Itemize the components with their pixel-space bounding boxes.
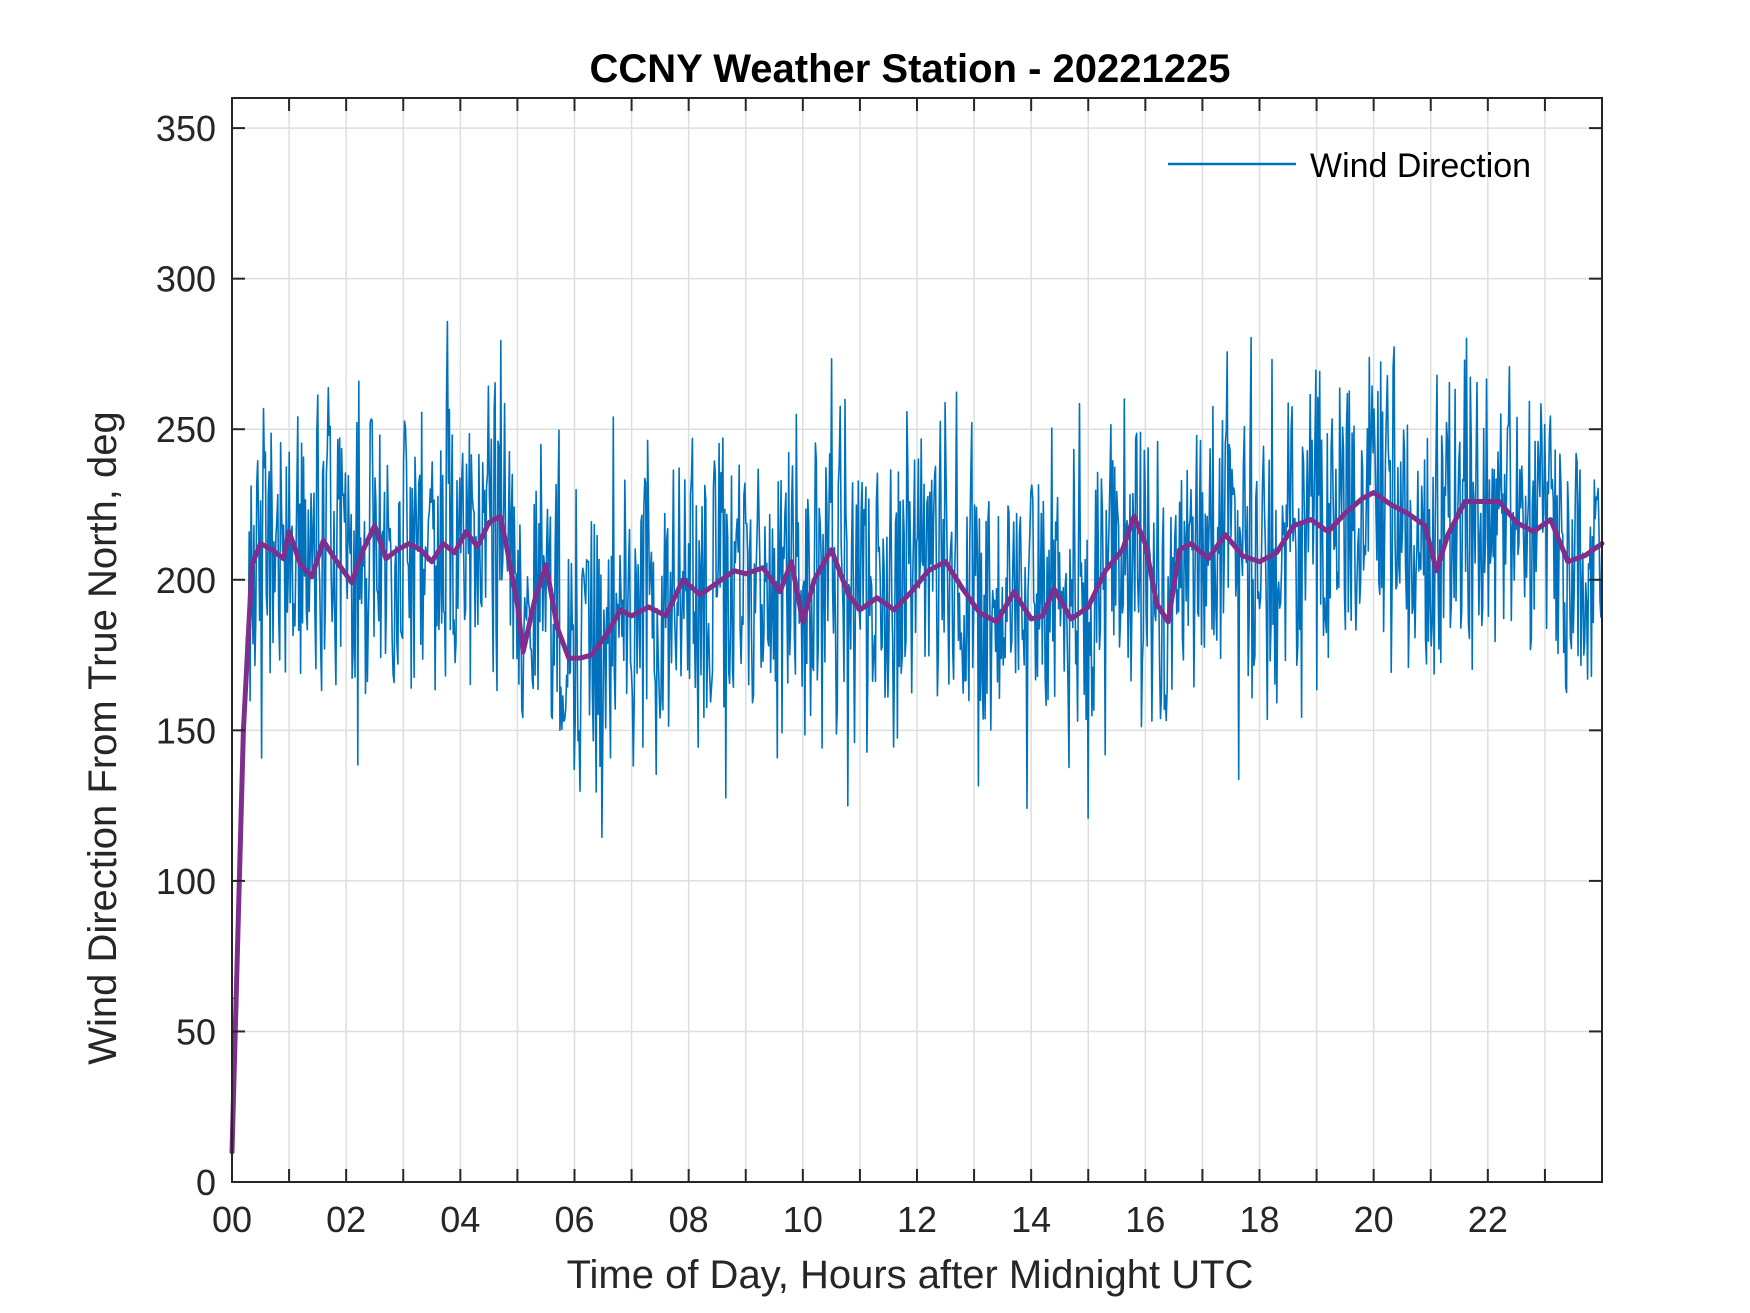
chart-title: CCNY Weather Station - 20221225 [590, 47, 1231, 91]
x-tick-label: 04 [440, 1199, 480, 1240]
x-tick-label: 00 [212, 1199, 252, 1240]
x-axis-label: Time of Day, Hours after Midnight UTC [567, 1253, 1254, 1297]
x-tick-label: 20 [1354, 1199, 1394, 1240]
x-tick-label: 10 [783, 1199, 823, 1240]
y-tick-label: 200 [156, 560, 216, 601]
wind-direction-line [232, 320, 1603, 1000]
y-tick-labels: 0 50 100 150 200 250 300 350 [156, 108, 216, 1203]
legend: Wind Direction [1168, 147, 1531, 185]
y-tick-label: 350 [156, 108, 216, 149]
grid-lines [232, 98, 1602, 1182]
legend-label-wind-direction: Wind Direction [1310, 147, 1531, 185]
x-tick-labels: 00 02 04 06 08 10 12 14 16 18 20 22 [212, 1199, 1508, 1240]
x-tick-label: 22 [1468, 1199, 1508, 1240]
axis-ticks [232, 98, 1602, 1183]
y-tick-label: 0 [196, 1162, 216, 1203]
x-tick-label: 02 [326, 1199, 366, 1240]
x-tick-label: 06 [554, 1199, 594, 1240]
x-tick-label: 18 [1239, 1199, 1279, 1240]
x-tick-label: 16 [1125, 1199, 1165, 1240]
wind-direction-series-layer [232, 320, 1603, 1000]
y-tick-label: 100 [156, 861, 216, 902]
y-axis-label: Wind Direction From True North, deg [81, 411, 125, 1065]
x-tick-label: 08 [669, 1199, 709, 1240]
y-tick-label: 250 [156, 409, 216, 450]
y-tick-label: 50 [176, 1011, 216, 1052]
smoothed-series-layer [229, 490, 1605, 1155]
smoothed-wind-direction-line [229, 490, 1605, 1155]
x-tick-label: 12 [897, 1199, 937, 1240]
y-tick-label: 300 [156, 259, 216, 300]
y-tick-label: 150 [156, 710, 216, 751]
x-tick-label: 14 [1011, 1199, 1051, 1240]
